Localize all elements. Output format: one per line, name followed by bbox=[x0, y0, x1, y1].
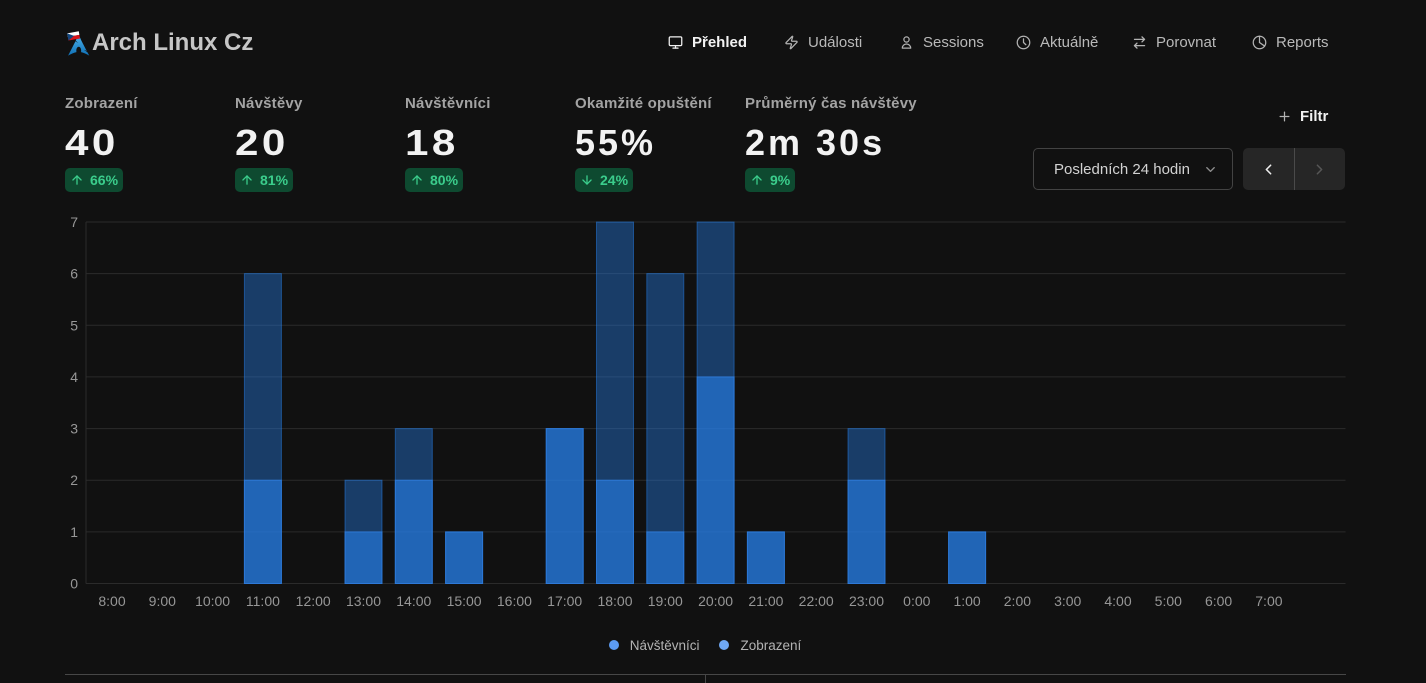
svg-text:6: 6 bbox=[70, 266, 78, 282]
svg-text:15:00: 15:00 bbox=[447, 593, 482, 609]
svg-text:16:00: 16:00 bbox=[497, 593, 532, 609]
svg-text:6:00: 6:00 bbox=[1205, 593, 1232, 609]
svg-text:19:00: 19:00 bbox=[648, 593, 683, 609]
svg-text:3: 3 bbox=[70, 421, 78, 437]
svg-text:5:00: 5:00 bbox=[1155, 593, 1182, 609]
svg-text:2: 2 bbox=[70, 472, 78, 488]
svg-text:1:00: 1:00 bbox=[953, 593, 980, 609]
svg-text:0: 0 bbox=[70, 576, 78, 592]
svg-text:10:00: 10:00 bbox=[195, 593, 230, 609]
svg-text:18:00: 18:00 bbox=[597, 593, 632, 609]
svg-text:1: 1 bbox=[70, 524, 78, 540]
svg-text:20:00: 20:00 bbox=[698, 593, 733, 609]
svg-text:8:00: 8:00 bbox=[98, 593, 125, 609]
svg-text:2:00: 2:00 bbox=[1004, 593, 1031, 609]
svg-text:23:00: 23:00 bbox=[849, 593, 884, 609]
svg-text:12:00: 12:00 bbox=[296, 593, 331, 609]
svg-text:4:00: 4:00 bbox=[1104, 593, 1131, 609]
svg-text:7:00: 7:00 bbox=[1255, 593, 1282, 609]
svg-text:3:00: 3:00 bbox=[1054, 593, 1081, 609]
svg-text:13:00: 13:00 bbox=[346, 593, 381, 609]
svg-text:14:00: 14:00 bbox=[396, 593, 431, 609]
svg-text:7: 7 bbox=[70, 214, 78, 230]
svg-text:17:00: 17:00 bbox=[547, 593, 582, 609]
svg-text:21:00: 21:00 bbox=[748, 593, 783, 609]
svg-text:5: 5 bbox=[70, 317, 78, 333]
svg-text:11:00: 11:00 bbox=[246, 593, 280, 609]
svg-text:4: 4 bbox=[70, 369, 78, 385]
svg-text:9:00: 9:00 bbox=[149, 593, 176, 609]
svg-text:0:00: 0:00 bbox=[903, 593, 930, 609]
svg-text:22:00: 22:00 bbox=[799, 593, 834, 609]
